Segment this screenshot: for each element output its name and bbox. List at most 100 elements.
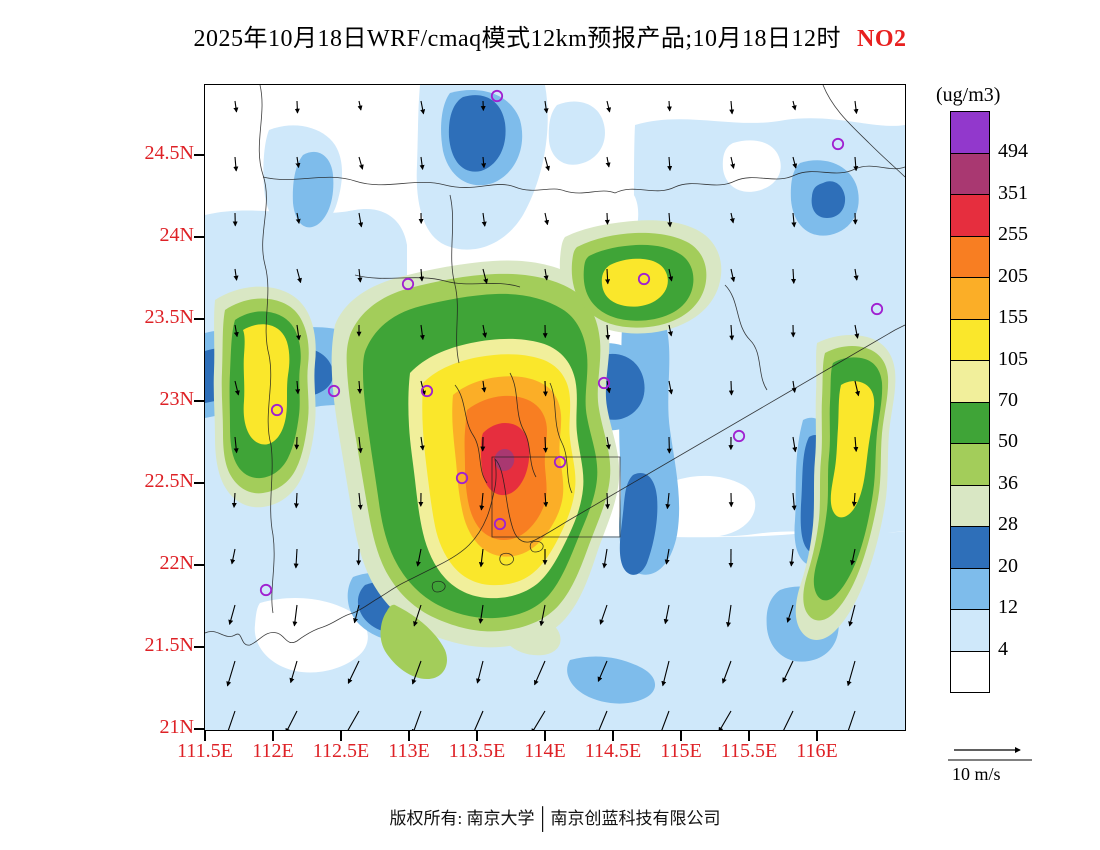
wind-arrow: [783, 710, 794, 730]
lat-axis-label: 24.5N: [144, 142, 194, 164]
lon-axis-tick: [612, 731, 614, 741]
wind-arrow: [357, 436, 363, 454]
islands: [431, 540, 544, 593]
contour-region: [567, 656, 656, 704]
lon-axis-label: 112.5E: [312, 740, 370, 762]
wind-arrow: [347, 710, 360, 730]
station-marker: [455, 471, 469, 485]
wind-arrow: [666, 100, 672, 112]
station-marker: [270, 403, 284, 417]
lon-axis-tick: [748, 731, 750, 741]
wind-arrow: [668, 268, 674, 282]
wind-legend: 10 m/s: [948, 742, 1048, 786]
wind-arrow: [848, 604, 856, 627]
wind-arrow: [539, 604, 546, 627]
wind-arrow: [605, 324, 611, 341]
wind-arrow: [411, 710, 422, 730]
colorbar-tick-label: 28: [998, 513, 1018, 536]
wind-arrow: [544, 156, 550, 172]
wind-arrow: [357, 268, 363, 283]
wind-arrow: [845, 710, 856, 730]
wind-arrow: [356, 548, 362, 566]
wind-arrow: [289, 660, 298, 684]
colorbar-segment: [951, 235, 989, 277]
lon-axis-tick: [408, 731, 410, 741]
wind-arrow: [728, 380, 734, 396]
colorbar-tick-label: 351: [998, 181, 1028, 204]
wind-arrow: [296, 268, 302, 284]
province-border-fujian: [822, 85, 905, 178]
station-marker: [327, 384, 341, 398]
county-line: [549, 382, 573, 494]
lon-axis-label: 114E: [524, 740, 566, 762]
wind-arrow: [531, 710, 546, 730]
wind-arrow: [481, 156, 487, 169]
wind-arrow: [233, 436, 239, 454]
wind-arrow: [599, 604, 608, 625]
colorbar-segment: [951, 112, 989, 153]
lat-axis-tick: [194, 400, 204, 402]
contour-region: [338, 209, 393, 263]
lat-axis-tick: [194, 236, 204, 238]
wind-arrow: [729, 212, 735, 224]
wind-arrow: [420, 100, 426, 115]
wind-arrow: [730, 268, 736, 283]
wind-arrow: [544, 212, 550, 226]
wind-arrow: [596, 710, 608, 730]
wind-arrow: [602, 548, 608, 569]
lon-axis-label: 113.5E: [448, 740, 506, 762]
lon-axis-tick: [544, 731, 546, 741]
wind-arrow: [419, 324, 425, 341]
station-marker: [831, 137, 845, 151]
wind-arrow: [792, 436, 798, 453]
wind-arrow: [231, 492, 237, 508]
wind-arrow: [478, 548, 484, 568]
wind-arrow: [661, 660, 670, 687]
chart-title: 2025年10月18日WRF/cmaq模式12km预报产品;10月18日12时 N…: [0, 18, 1100, 53]
wind-arrow: [605, 268, 611, 285]
wind-arrow: [285, 710, 298, 730]
wind-arrow: [357, 380, 363, 394]
station-marker: [401, 277, 415, 291]
wind-arrow: [853, 156, 859, 172]
wind-arrow: [792, 156, 798, 169]
wind-speed-label: 10 m/s: [952, 764, 1001, 784]
forecast-map: [204, 84, 906, 731]
wind-arrow: [233, 100, 239, 113]
wind-arrow: [667, 156, 673, 172]
wind-arrow: [293, 492, 299, 509]
wind-arrow: [481, 380, 487, 393]
lat-axis-label: 22.5N: [144, 470, 194, 492]
wind-arrow: [347, 660, 360, 684]
colorbar: [950, 111, 990, 693]
forecast-map-svg: [205, 85, 905, 730]
province-border-north: [262, 176, 616, 194]
wind-arrow: [358, 212, 364, 228]
wind-arrow: [543, 268, 549, 281]
colorbar-segment: [951, 401, 989, 443]
station-markers: [259, 89, 884, 597]
contour-region: [254, 598, 368, 673]
colorbar-segment: [951, 484, 989, 526]
lon-axis-tick: [816, 731, 818, 741]
station-marker: [732, 429, 746, 443]
copyright-separator: │: [536, 806, 549, 831]
wind-arrow: [791, 380, 797, 393]
colorbar-tick-label: 70: [998, 389, 1018, 411]
lon-axis-tick: [340, 731, 342, 741]
station-marker: [493, 517, 507, 531]
contour-region: [548, 101, 605, 165]
wind-arrow: [233, 268, 239, 281]
wind-arrow: [726, 604, 732, 628]
lat-axis-label: 21N: [159, 716, 194, 738]
colorbar-tick-label: 4: [998, 637, 1008, 660]
lon-axis-label: 115.5E: [720, 740, 778, 762]
wind-arrow: [543, 100, 549, 114]
wind-arrow: [228, 604, 236, 626]
wind-arrow: [295, 324, 301, 341]
wind-arrow: [853, 436, 859, 453]
contour-region: [811, 181, 846, 218]
wind-arrow: [851, 492, 857, 507]
station-marker: [553, 455, 567, 469]
lat-axis-label: 23.5N: [144, 306, 194, 328]
